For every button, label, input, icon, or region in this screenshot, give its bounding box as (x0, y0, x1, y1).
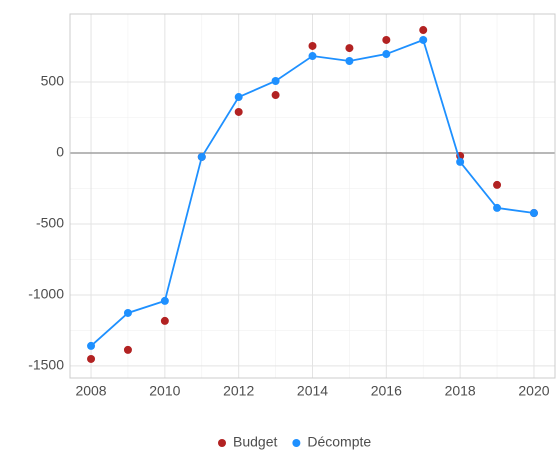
y-tick-label: -1000 (28, 286, 64, 302)
y-tick-label: -500 (36, 215, 64, 231)
data-point (160, 296, 169, 305)
legend-swatch (292, 439, 301, 447)
x-tick-label: 2018 (445, 383, 476, 399)
data-point (345, 56, 354, 65)
data-point (419, 26, 428, 35)
y-tick-label: 0 (56, 144, 64, 160)
data-point (197, 152, 206, 161)
data-point (234, 93, 243, 102)
x-tick-label: 2020 (518, 383, 549, 399)
data-point (382, 50, 391, 59)
legend-swatch (218, 439, 226, 447)
data-point (160, 316, 169, 325)
data-point (308, 52, 317, 61)
data-point (123, 345, 132, 354)
data-point (345, 44, 354, 53)
x-tick-label: 2016 (371, 383, 402, 399)
legend-label: Budget (233, 434, 277, 450)
legend-label: Décompte (307, 434, 371, 450)
data-point (271, 77, 280, 86)
data-point (87, 341, 96, 350)
data-point (493, 203, 502, 212)
data-point (382, 35, 391, 44)
data-point (529, 209, 538, 218)
data-point (456, 157, 465, 166)
x-tick-label: 2012 (223, 383, 254, 399)
data-point (123, 308, 132, 317)
y-tick-label: 500 (41, 73, 65, 89)
data-point (308, 41, 317, 50)
data-point (271, 91, 280, 100)
panel-border (69, 13, 556, 379)
x-tick-label: 2008 (75, 383, 106, 399)
data-point (234, 107, 243, 116)
data-point (87, 354, 96, 363)
data-point (419, 35, 428, 44)
data-point (493, 180, 502, 189)
y-tick-label: -1500 (28, 357, 64, 373)
x-tick-label: 2010 (149, 383, 180, 399)
x-tick-label: 2014 (297, 383, 328, 399)
